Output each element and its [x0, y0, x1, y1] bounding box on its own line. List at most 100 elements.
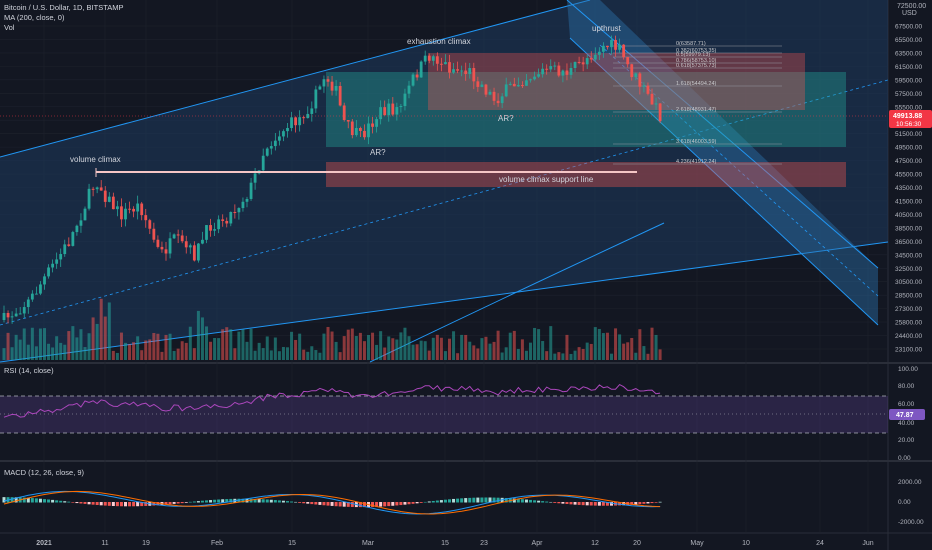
candle-body: [35, 293, 38, 295]
macd-histogram-bar: [241, 498, 245, 503]
rsi-axis[interactable]: 100.00 80.00 60.00 40.00 20.00 0.00: [898, 366, 918, 462]
macd-histogram-bar: [14, 497, 18, 503]
macd-histogram-bar: [403, 502, 407, 505]
candle-body: [168, 238, 172, 254]
volume-bar: [379, 331, 383, 360]
volume-bar: [464, 334, 468, 360]
macd-histogram-bar: [63, 501, 67, 503]
falling-channel[interactable]: [567, 0, 878, 325]
candle-body: [638, 73, 642, 87]
price-tick-label: 34500.00: [895, 252, 922, 259]
macd-histogram-bar: [176, 502, 180, 504]
candle-body: [533, 76, 536, 80]
candle-body: [197, 243, 200, 261]
price-tick-label: 63500.00: [895, 50, 922, 57]
rising-channel-lower[interactable]: [0, 241, 889, 363]
candle-body: [654, 103, 658, 105]
candle-body: [124, 208, 127, 220]
candle-body: [468, 68, 472, 75]
rsi-line[interactable]: [3, 383, 661, 418]
fib-level-label: 4.236(41912.24): [676, 159, 717, 165]
candle-body: [290, 117, 293, 129]
vol-legend[interactable]: Vol: [4, 23, 15, 32]
macd-histogram-bar: [411, 502, 415, 504]
candle-body: [128, 208, 131, 210]
time-axis[interactable]: 2021 11 19 Feb 15 Mar 15 23 Apr 12 20 May 10 24 Jun: [36, 540, 874, 547]
volume-bar: [164, 334, 168, 360]
support-line-label[interactable]: volume climax support line: [499, 175, 594, 184]
macd-histogram-bar: [298, 502, 302, 503]
volume-bar: [358, 332, 362, 360]
candle-body: [160, 246, 164, 250]
candle-body: [217, 219, 221, 230]
macd-tick-label: -2000.00: [898, 519, 924, 526]
current-price-tag[interactable]: [889, 110, 932, 128]
falling-channel-mid[interactable]: [599, 44, 879, 297]
macd-histogram-bar: [51, 499, 55, 503]
volume-bar: [375, 344, 379, 360]
ma-legend[interactable]: MA (200, close, 0): [4, 13, 65, 22]
macd-label[interactable]: MACD (12, 26, close, 9): [4, 468, 85, 477]
symbol-title[interactable]: Bitcoin / U.S. Dollar, 1D, BITSTAMP: [4, 3, 123, 12]
volume-bar: [439, 337, 443, 360]
volume-bar: [91, 317, 95, 360]
rsi-tick-label: 0.00: [898, 455, 911, 462]
macd-histogram-bar: [565, 502, 569, 505]
macd-histogram-bar: [589, 502, 593, 506]
candle-body: [521, 85, 524, 87]
macd-histogram-bar: [119, 502, 123, 507]
rsi-label[interactable]: RSI (14, close): [4, 366, 54, 375]
macd-histogram-bar: [549, 501, 553, 503]
candle-body: [642, 85, 646, 87]
falling-channel-edge[interactable]: [566, 0, 879, 269]
time-tick-label: 12: [591, 540, 599, 547]
fib-level-label: 3.618(46003.59): [676, 139, 717, 145]
macd-histogram-bar: [172, 502, 176, 504]
volume-bar: [573, 350, 577, 360]
volume-bar: [533, 327, 537, 360]
volume-bar: [196, 310, 200, 360]
volume-climax-label[interactable]: volume climax: [70, 155, 121, 164]
ar-label[interactable]: AR?: [370, 148, 386, 157]
ar-label[interactable]: AR?: [498, 114, 514, 123]
macd-pane[interactable]: [0, 462, 888, 532]
exhaustion-climax-label[interactable]: exhaustion climax: [407, 37, 471, 46]
support-box-red[interactable]: [326, 162, 846, 187]
candle-body: [650, 93, 654, 105]
upthrust-label[interactable]: upthrust: [592, 24, 622, 33]
price-axis[interactable]: 67500.00 65500.00 63500.00 61500.00 59500.00…: [895, 24, 922, 354]
volume-bar: [371, 332, 375, 360]
candle-body: [152, 228, 156, 240]
candle-body: [225, 220, 229, 224]
candle-body: [245, 198, 249, 202]
macd-histogram-bar: [346, 502, 350, 507]
macd-histogram-bar: [569, 502, 573, 505]
candle-body: [201, 239, 204, 244]
macd-histogram-bar: [281, 500, 285, 503]
macd-axis[interactable]: 2000.00 0.00 -2000.00: [898, 479, 924, 526]
candle-body: [375, 119, 378, 127]
volume-bar: [362, 341, 366, 360]
macd-histogram-bar: [577, 502, 581, 505]
candle-body: [383, 107, 387, 116]
candle-body: [294, 117, 297, 126]
candle-body: [646, 85, 650, 94]
rsi-pane[interactable]: [0, 364, 888, 460]
macd-signal-line[interactable]: [3, 490, 661, 515]
macd-histogram-bar: [423, 501, 427, 503]
range-box-red[interactable]: [428, 53, 805, 110]
candle-body: [261, 155, 265, 171]
candle-body: [427, 55, 431, 61]
volume-bar: [221, 329, 225, 360]
volume-bar: [354, 336, 358, 360]
volume-bar: [468, 341, 472, 360]
price-tick-label: 65500.00: [895, 37, 922, 44]
candle-body: [391, 103, 395, 115]
rising-channel-upper[interactable]: [0, 0, 591, 158]
macd-histogram-bar: [427, 501, 431, 503]
candle-body: [184, 241, 188, 248]
current-price-value: 49913.88: [893, 113, 922, 120]
time-tick-label: Feb: [211, 540, 223, 547]
candle-body: [561, 70, 565, 76]
